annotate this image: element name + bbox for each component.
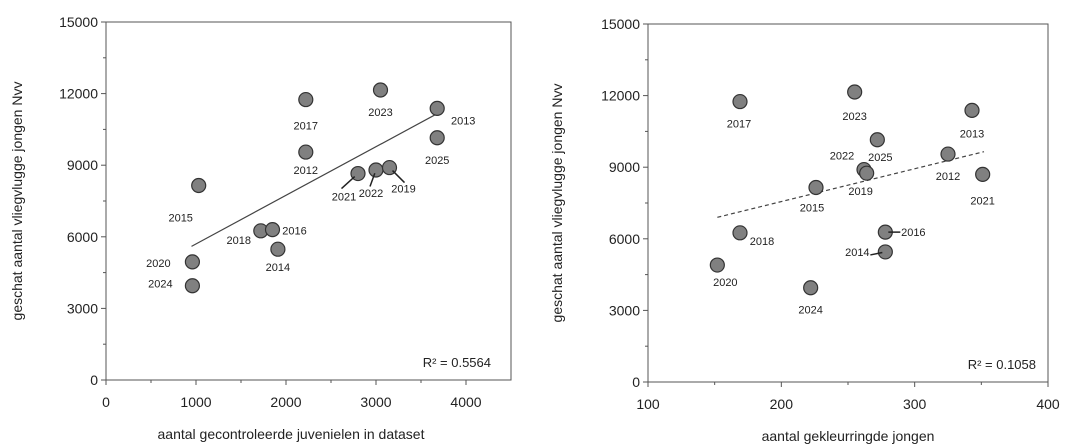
point-label-2025: 2025 xyxy=(425,155,449,167)
point-label-2016: 2016 xyxy=(282,226,306,238)
x-tick-label: 0 xyxy=(102,394,110,410)
data-point-2024 xyxy=(803,280,819,296)
data-point-2015 xyxy=(191,177,207,194)
x-tick-label: 300 xyxy=(903,396,927,412)
y-tick-label: 0 xyxy=(90,372,98,388)
x-tick-label: 200 xyxy=(770,396,794,412)
y-tick-label: 3000 xyxy=(609,302,640,318)
x-tick-label: 4000 xyxy=(450,394,481,410)
chart-left: 0 3000 6000 9000 12000 15000 0 1000 2000 3000 400… xyxy=(9,14,512,442)
data-point-2013 xyxy=(964,102,980,118)
point-label-2024: 2024 xyxy=(148,279,172,291)
data-point-2025 xyxy=(429,130,445,146)
x-tick-label: 400 xyxy=(1036,396,1060,412)
trendline xyxy=(717,151,985,218)
data-point-2015 xyxy=(808,179,824,196)
point-label-2014: 2014 xyxy=(845,247,869,259)
data-point-2022 xyxy=(368,162,384,178)
data-point-2023 xyxy=(372,82,389,98)
data-point-2023 xyxy=(847,84,863,100)
point-label-2021: 2021 xyxy=(332,192,356,204)
data-point-2017 xyxy=(298,91,314,108)
point-label-2025: 2025 xyxy=(868,152,892,164)
y-axis-label-right: geschat aantal vliegvlugge jongen Nvv xyxy=(549,84,565,323)
data-point-2014 xyxy=(877,244,893,260)
y-tick-label: 9000 xyxy=(609,159,640,175)
point-label-2017: 2017 xyxy=(727,119,751,131)
data-point-2019 xyxy=(859,165,875,181)
point-label-2021: 2021 xyxy=(970,195,994,207)
point-label-2018: 2018 xyxy=(750,236,774,248)
data-point-2020 xyxy=(184,254,200,270)
point-label-2018: 2018 xyxy=(227,235,251,247)
data-point-2012 xyxy=(940,146,956,162)
x-tick-label: 100 xyxy=(636,396,660,412)
y-tick-label: 3000 xyxy=(67,300,98,316)
r2-label-right: R² = 0.1058 xyxy=(968,357,1036,372)
data-point-2017 xyxy=(732,93,748,110)
data-point-2024 xyxy=(184,278,200,294)
x-axis-label-right: aantal gekleurringde jongen xyxy=(762,428,935,444)
point-label-2022: 2022 xyxy=(359,188,383,200)
x-tick-label: 3000 xyxy=(360,394,391,410)
y-tick-label: 15000 xyxy=(601,16,640,32)
point-label-2012: 2012 xyxy=(294,165,318,177)
data-point-2025 xyxy=(869,132,885,148)
leader-line xyxy=(340,175,356,190)
point-label-2014: 2014 xyxy=(266,262,290,274)
chart-right: 0 3000 6000 9000 12000 15000 100 200 300 400 201… xyxy=(549,16,1060,444)
leader-line xyxy=(391,170,406,184)
x-axis-label-left: aantal gecontroleerde juvenielen in data… xyxy=(158,426,425,442)
data-point-2021 xyxy=(975,166,991,182)
data-point-2018 xyxy=(732,225,748,241)
y-tick-label: 12000 xyxy=(59,86,98,102)
point-label-2023: 2023 xyxy=(842,111,866,123)
plot-area-left xyxy=(105,21,512,381)
leader-line xyxy=(369,173,376,187)
y-tick-label: 9000 xyxy=(67,157,98,173)
point-label-2013: 2013 xyxy=(451,115,475,127)
data-point-2012 xyxy=(298,144,314,160)
point-label-2020: 2020 xyxy=(146,258,170,270)
y-tick-label: 15000 xyxy=(59,14,98,30)
point-label-2019: 2019 xyxy=(848,186,872,198)
data-point-2020 xyxy=(709,257,725,273)
point-label-2022: 2022 xyxy=(830,151,854,163)
y-tick-label: 6000 xyxy=(609,231,640,247)
leader-line xyxy=(870,251,883,256)
r2-label-left: R² = 0.5564 xyxy=(423,355,491,370)
point-label-2020: 2020 xyxy=(713,277,737,289)
point-label-2013: 2013 xyxy=(960,128,984,140)
data-point-2016 xyxy=(264,222,281,238)
x-tick-label: 2000 xyxy=(270,394,301,410)
point-label-2024: 2024 xyxy=(798,305,822,317)
y-tick-label: 0 xyxy=(632,374,640,390)
y-tick-label: 12000 xyxy=(601,88,640,104)
point-label-2015: 2015 xyxy=(800,202,824,214)
point-label-2012: 2012 xyxy=(936,171,960,183)
point-label-2019: 2019 xyxy=(391,184,415,196)
point-label-2023: 2023 xyxy=(368,107,392,119)
x-tick-label: 1000 xyxy=(180,394,211,410)
point-label-2016: 2016 xyxy=(901,227,925,239)
y-axis-label-left: geschat aantal vliegvlugge jongen Nvv xyxy=(9,82,25,321)
trendline xyxy=(191,112,440,247)
y-tick-label: 6000 xyxy=(67,229,98,245)
data-point-2013 xyxy=(429,100,445,116)
point-label-2015: 2015 xyxy=(168,212,192,224)
point-label-2017: 2017 xyxy=(294,121,318,133)
data-point-2014 xyxy=(270,241,286,257)
